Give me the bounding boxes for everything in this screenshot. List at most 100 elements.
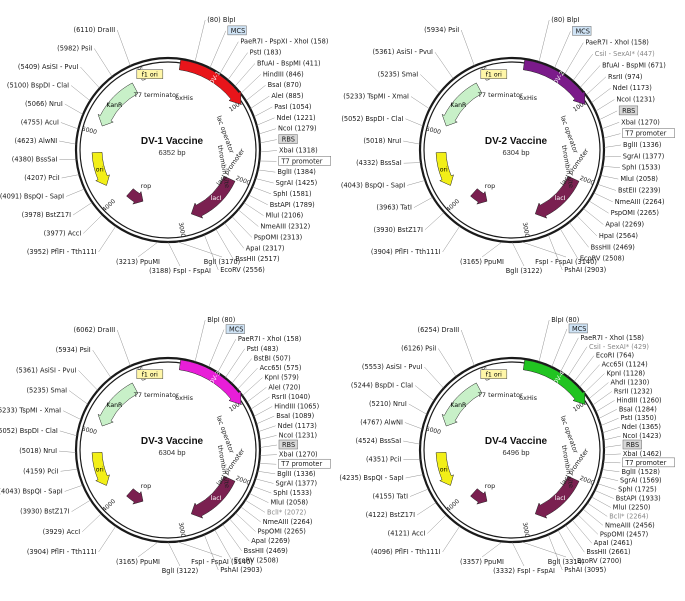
- kanr-label: KanR: [450, 402, 467, 409]
- site-leader-line: [427, 515, 446, 534]
- restriction-site-label: (5553) AsiSI - PvuI: [362, 363, 423, 371]
- restriction-site-label: (3332) FspI - FspAI: [493, 567, 555, 575]
- restriction-site-label: Acc65I (575): [260, 364, 302, 372]
- restriction-site-label: (3904) PflFI - Tth111I: [27, 548, 97, 556]
- site-leader-line: [409, 404, 427, 415]
- ori-label: ori: [96, 467, 104, 474]
- site-leader-line: [228, 53, 248, 81]
- restriction-site-label: (4380) BssSaI: [12, 156, 58, 164]
- restriction-site-label: BglI (3122): [506, 267, 543, 275]
- restriction-site-label: MluI (2250): [613, 504, 651, 512]
- t7-terminator-label: T7 terminator: [133, 391, 179, 399]
- site-leader-line: [574, 356, 594, 382]
- restriction-site-label: (5233) TspMI - XmaI: [343, 93, 409, 101]
- site-leader-line: [65, 104, 83, 115]
- restriction-site-label: RsrII (1232): [614, 387, 653, 395]
- site-leader-line: [78, 370, 97, 390]
- rop-label: rop: [141, 182, 152, 190]
- site-leader-line: [195, 20, 205, 62]
- restriction-site-label: NmeAIII (2456): [605, 521, 655, 529]
- vector-title: DV-4 Vaccine: [485, 436, 548, 447]
- site-leader-line: [178, 542, 222, 557]
- site-leader-line: [259, 129, 276, 134]
- rop-label: rop: [485, 482, 496, 490]
- site-leader-line: [60, 431, 77, 436]
- restriction-site-label: HindIII (1260): [617, 396, 662, 404]
- tick-label-5000: 5000: [81, 426, 98, 437]
- site-leader-line: [602, 122, 620, 129]
- restriction-site-label: (5233) TspMI - XmaI: [0, 407, 61, 415]
- restriction-site-label: PspOMI (2265): [258, 528, 306, 536]
- site-leader-line: [595, 100, 614, 112]
- restriction-site-label: (5934) PsiI: [56, 346, 91, 354]
- feature-box-label: RBS: [622, 107, 635, 115]
- feature-box-label: T7 promoter: [624, 130, 666, 138]
- restriction-site-label: (80) BlpI: [551, 16, 579, 24]
- restriction-site-label: (6126) PsiI: [401, 345, 436, 353]
- site-leader-line: [603, 166, 620, 167]
- site-leader-line: [80, 67, 99, 88]
- site-leader-line: [599, 111, 617, 120]
- site-leader-line: [99, 226, 116, 252]
- site-leader-line: [512, 542, 524, 566]
- restriction-site-label: (4351) PciI: [366, 456, 401, 464]
- tick-label-3000: 3000: [521, 222, 531, 238]
- restriction-site-label: BglII (1336): [623, 141, 661, 149]
- restriction-site-label: (4043) BspQI - SapI: [341, 181, 405, 189]
- site-leader-line: [83, 215, 102, 234]
- site-leader-line: [577, 215, 597, 235]
- restriction-site-label: (4122) BstZ17I: [366, 511, 415, 519]
- site-leader-line: [595, 490, 614, 498]
- restriction-site-label: NcoI (1423): [623, 432, 662, 440]
- tick-label-5000: 5000: [425, 426, 442, 437]
- restriction-site-label: HindIII (846): [263, 70, 304, 78]
- restriction-site-label: (3165) PpuMI: [116, 558, 160, 566]
- vector-size: 6352 bp: [158, 148, 185, 157]
- site-leader-line: [565, 43, 584, 75]
- site-leader-line: [178, 242, 222, 257]
- site-leader-line: [512, 242, 524, 266]
- site-leader-line: [583, 208, 603, 224]
- site-leader-line: [461, 330, 474, 366]
- site-leader-line: [406, 119, 424, 126]
- restriction-site-label: (4043) BspQI - SapI: [0, 487, 63, 495]
- site-leader-line: [63, 411, 81, 420]
- site-leader-line: [260, 140, 277, 143]
- restriction-site-label: BstBI (507): [254, 354, 291, 362]
- site-leader-line: [603, 134, 620, 138]
- restriction-site-label: (4159) PciI: [23, 467, 58, 475]
- restriction-site-label: ApaI (2269): [605, 221, 644, 229]
- site-leader-line: [59, 141, 76, 144]
- site-leader-line: [425, 212, 444, 230]
- site-leader-line: [246, 85, 266, 101]
- tick-label-3000: 3000: [177, 222, 187, 238]
- restriction-site-label: PstI (483): [247, 345, 279, 353]
- rop-arrow: [127, 489, 143, 504]
- restriction-site-label: (5982) PsiI: [57, 45, 92, 53]
- vector-title: DV-1 Vaccine: [141, 136, 204, 147]
- site-leader-line: [443, 526, 460, 552]
- f1-ori-label: f1 ori: [486, 372, 502, 379]
- restriction-site-label: NmeAIII (2264): [615, 198, 665, 206]
- plasmid-panel-4: 100020003000400050006000DV-4lacIroporiKa…: [339, 316, 674, 575]
- laci-label: lacI: [211, 195, 222, 202]
- site-leader-line: [522, 542, 566, 557]
- site-leader-line: [73, 202, 92, 215]
- restriction-site-label: (5235) SmaI: [378, 70, 419, 78]
- site-leader-line: [245, 500, 265, 512]
- restriction-site-label: (4524) BssSaI: [356, 437, 402, 445]
- restriction-site-label: BssHII (2661): [586, 548, 630, 556]
- site-leader-line: [420, 74, 439, 93]
- laci-label: lacI: [211, 495, 222, 502]
- site-leader-line: [258, 170, 276, 172]
- restriction-site-label: (5052) BspDI - ClaI: [341, 115, 403, 123]
- restriction-site-label: (6254) DraIII: [418, 326, 460, 334]
- site-leader-line: [435, 52, 453, 79]
- restriction-site-label: BssHII (2469): [244, 547, 288, 555]
- site-leader-line: [443, 226, 460, 252]
- restriction-site-label: BstAPI (1789): [270, 201, 315, 209]
- vector-size: 6304 bp: [502, 148, 529, 157]
- f1-ori-label: f1 ori: [142, 72, 158, 79]
